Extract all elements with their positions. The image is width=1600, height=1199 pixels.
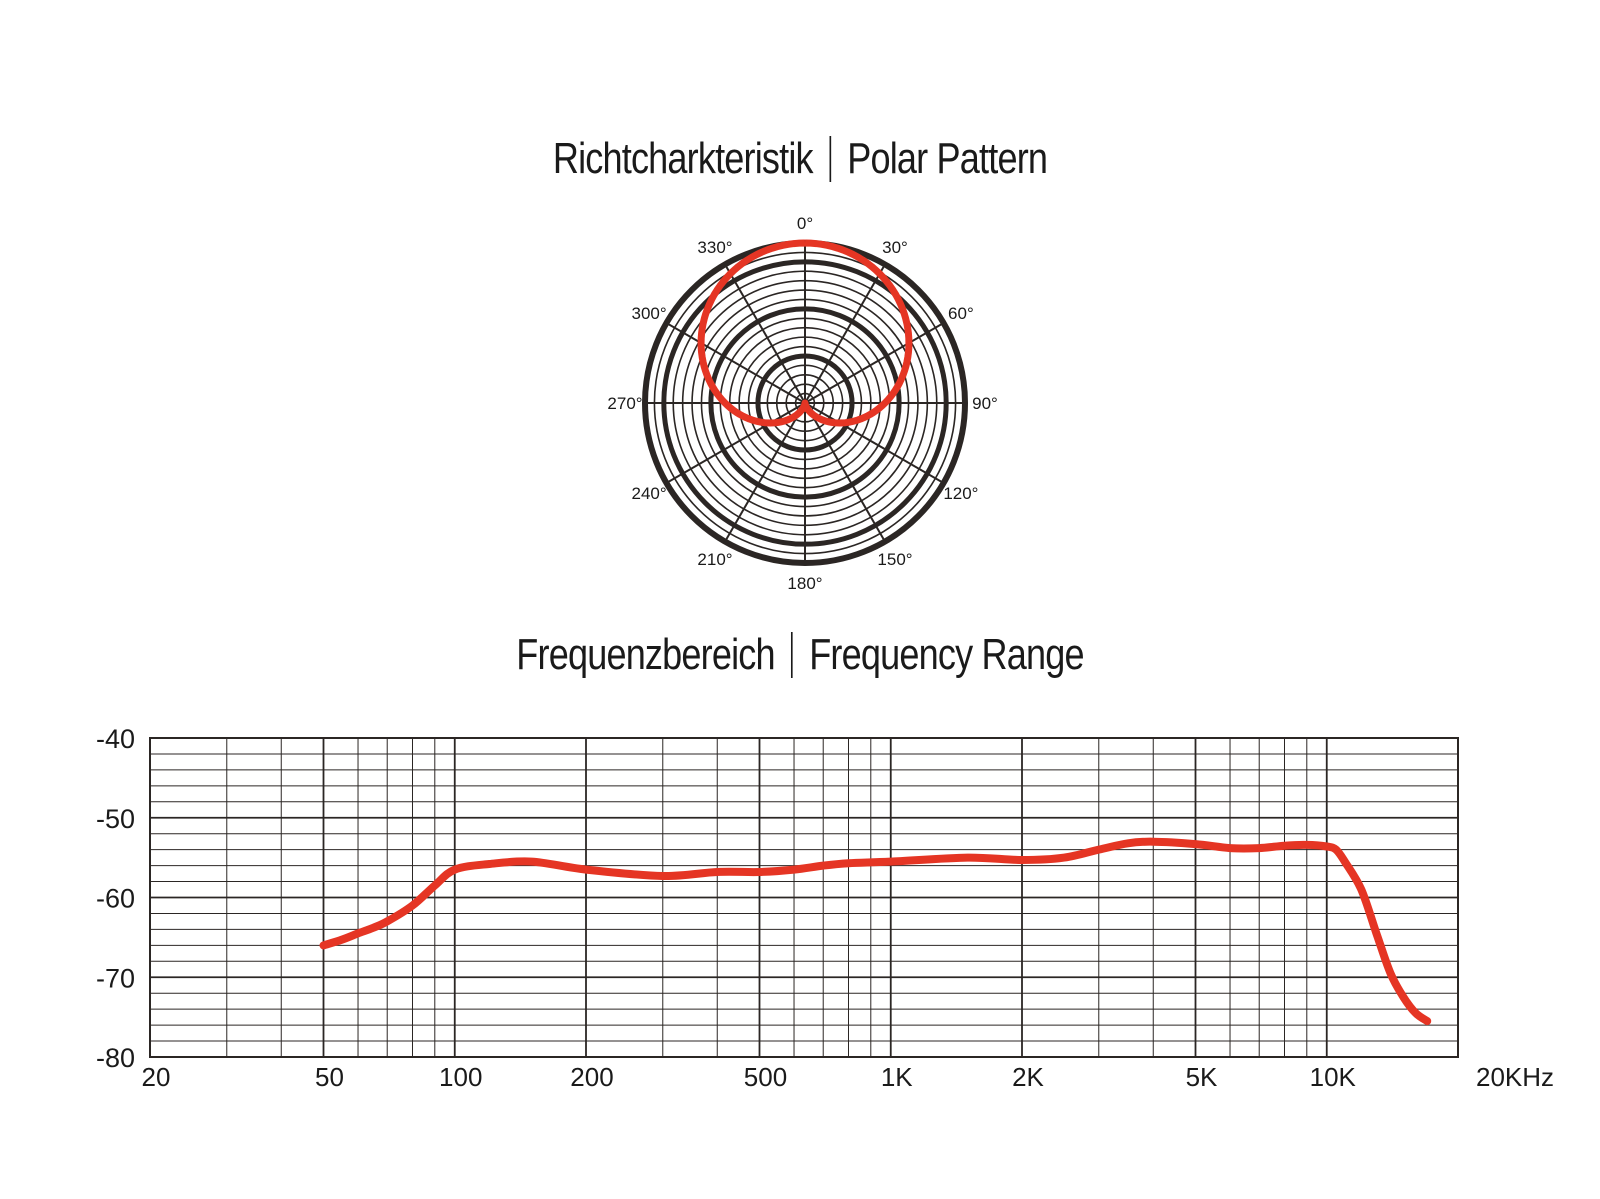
- polar-angle-label: 0°: [797, 214, 813, 233]
- freq-x-tick-label: 50: [315, 1062, 344, 1092]
- freq-y-tick-label: -40: [96, 724, 135, 754]
- polar-pattern-curve: [697, 239, 913, 427]
- freq-x-tick-label: 2K: [1012, 1062, 1044, 1092]
- polar-title-german: Richtcharkteristik: [552, 134, 814, 183]
- polar-title-english: Polar Pattern: [847, 134, 1048, 183]
- freq-y-tick-label: -50: [96, 804, 135, 834]
- frequency-title-german: Frequenzbereich: [516, 630, 775, 679]
- polar-angle-label: 240°: [632, 484, 667, 503]
- polar-angle-label: 150°: [877, 550, 912, 569]
- freq-y-tick-label: -80: [96, 1043, 135, 1073]
- freq-y-tick-label: -60: [96, 884, 135, 914]
- polar-angle-label: 210°: [697, 550, 732, 569]
- freq-x-tick-label: 500: [744, 1062, 787, 1092]
- freq-x-tick-label: 100: [439, 1062, 482, 1092]
- polar-angle-label: 60°: [948, 304, 974, 323]
- freq-x-tick-label: 20: [142, 1062, 171, 1092]
- freq-x-tick-label: 1K: [881, 1062, 913, 1092]
- polar-angle-label: 300°: [632, 304, 667, 323]
- polar-angle-label: 180°: [787, 574, 822, 593]
- polar-angle-label: 90°: [972, 394, 998, 413]
- polar-angle-label: 30°: [882, 238, 908, 257]
- polar-angle-label: 270°: [607, 394, 642, 413]
- freq-y-tick-label: -70: [96, 963, 135, 993]
- polar-angle-label: 120°: [943, 484, 978, 503]
- freq-plot-frame: [149, 737, 1459, 1058]
- freq-x-tick-label: 200: [570, 1062, 613, 1092]
- freq-x-tick-label: 20KHz: [1476, 1062, 1554, 1092]
- freq-x-tick-label: 10K: [1310, 1062, 1357, 1092]
- title-separator: [791, 632, 793, 679]
- freq-x-tick-label: 5K: [1186, 1062, 1218, 1092]
- polar-angle-label: 330°: [697, 238, 732, 257]
- frequency-title-english: Frequency Range: [809, 630, 1084, 679]
- frequency-response-curve: [319, 837, 1432, 1026]
- frequency-range-title: Frequenzbereich Frequency Range: [144, 630, 1456, 680]
- title-separator: [829, 136, 831, 183]
- polar-pattern-title: Richtcharkteristik Polar Pattern: [144, 134, 1456, 184]
